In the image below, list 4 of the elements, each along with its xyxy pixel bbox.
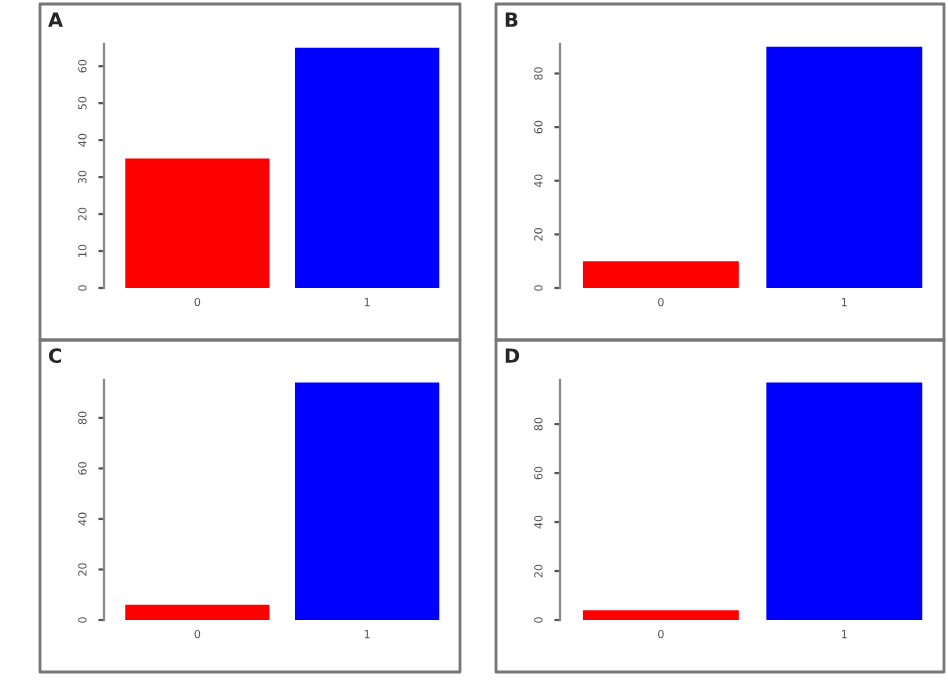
chart-title: C — [48, 348, 62, 364]
chart-title: A — [48, 12, 63, 27]
chart-title: D — [505, 348, 520, 363]
chart-title: B — [505, 12, 518, 27]
